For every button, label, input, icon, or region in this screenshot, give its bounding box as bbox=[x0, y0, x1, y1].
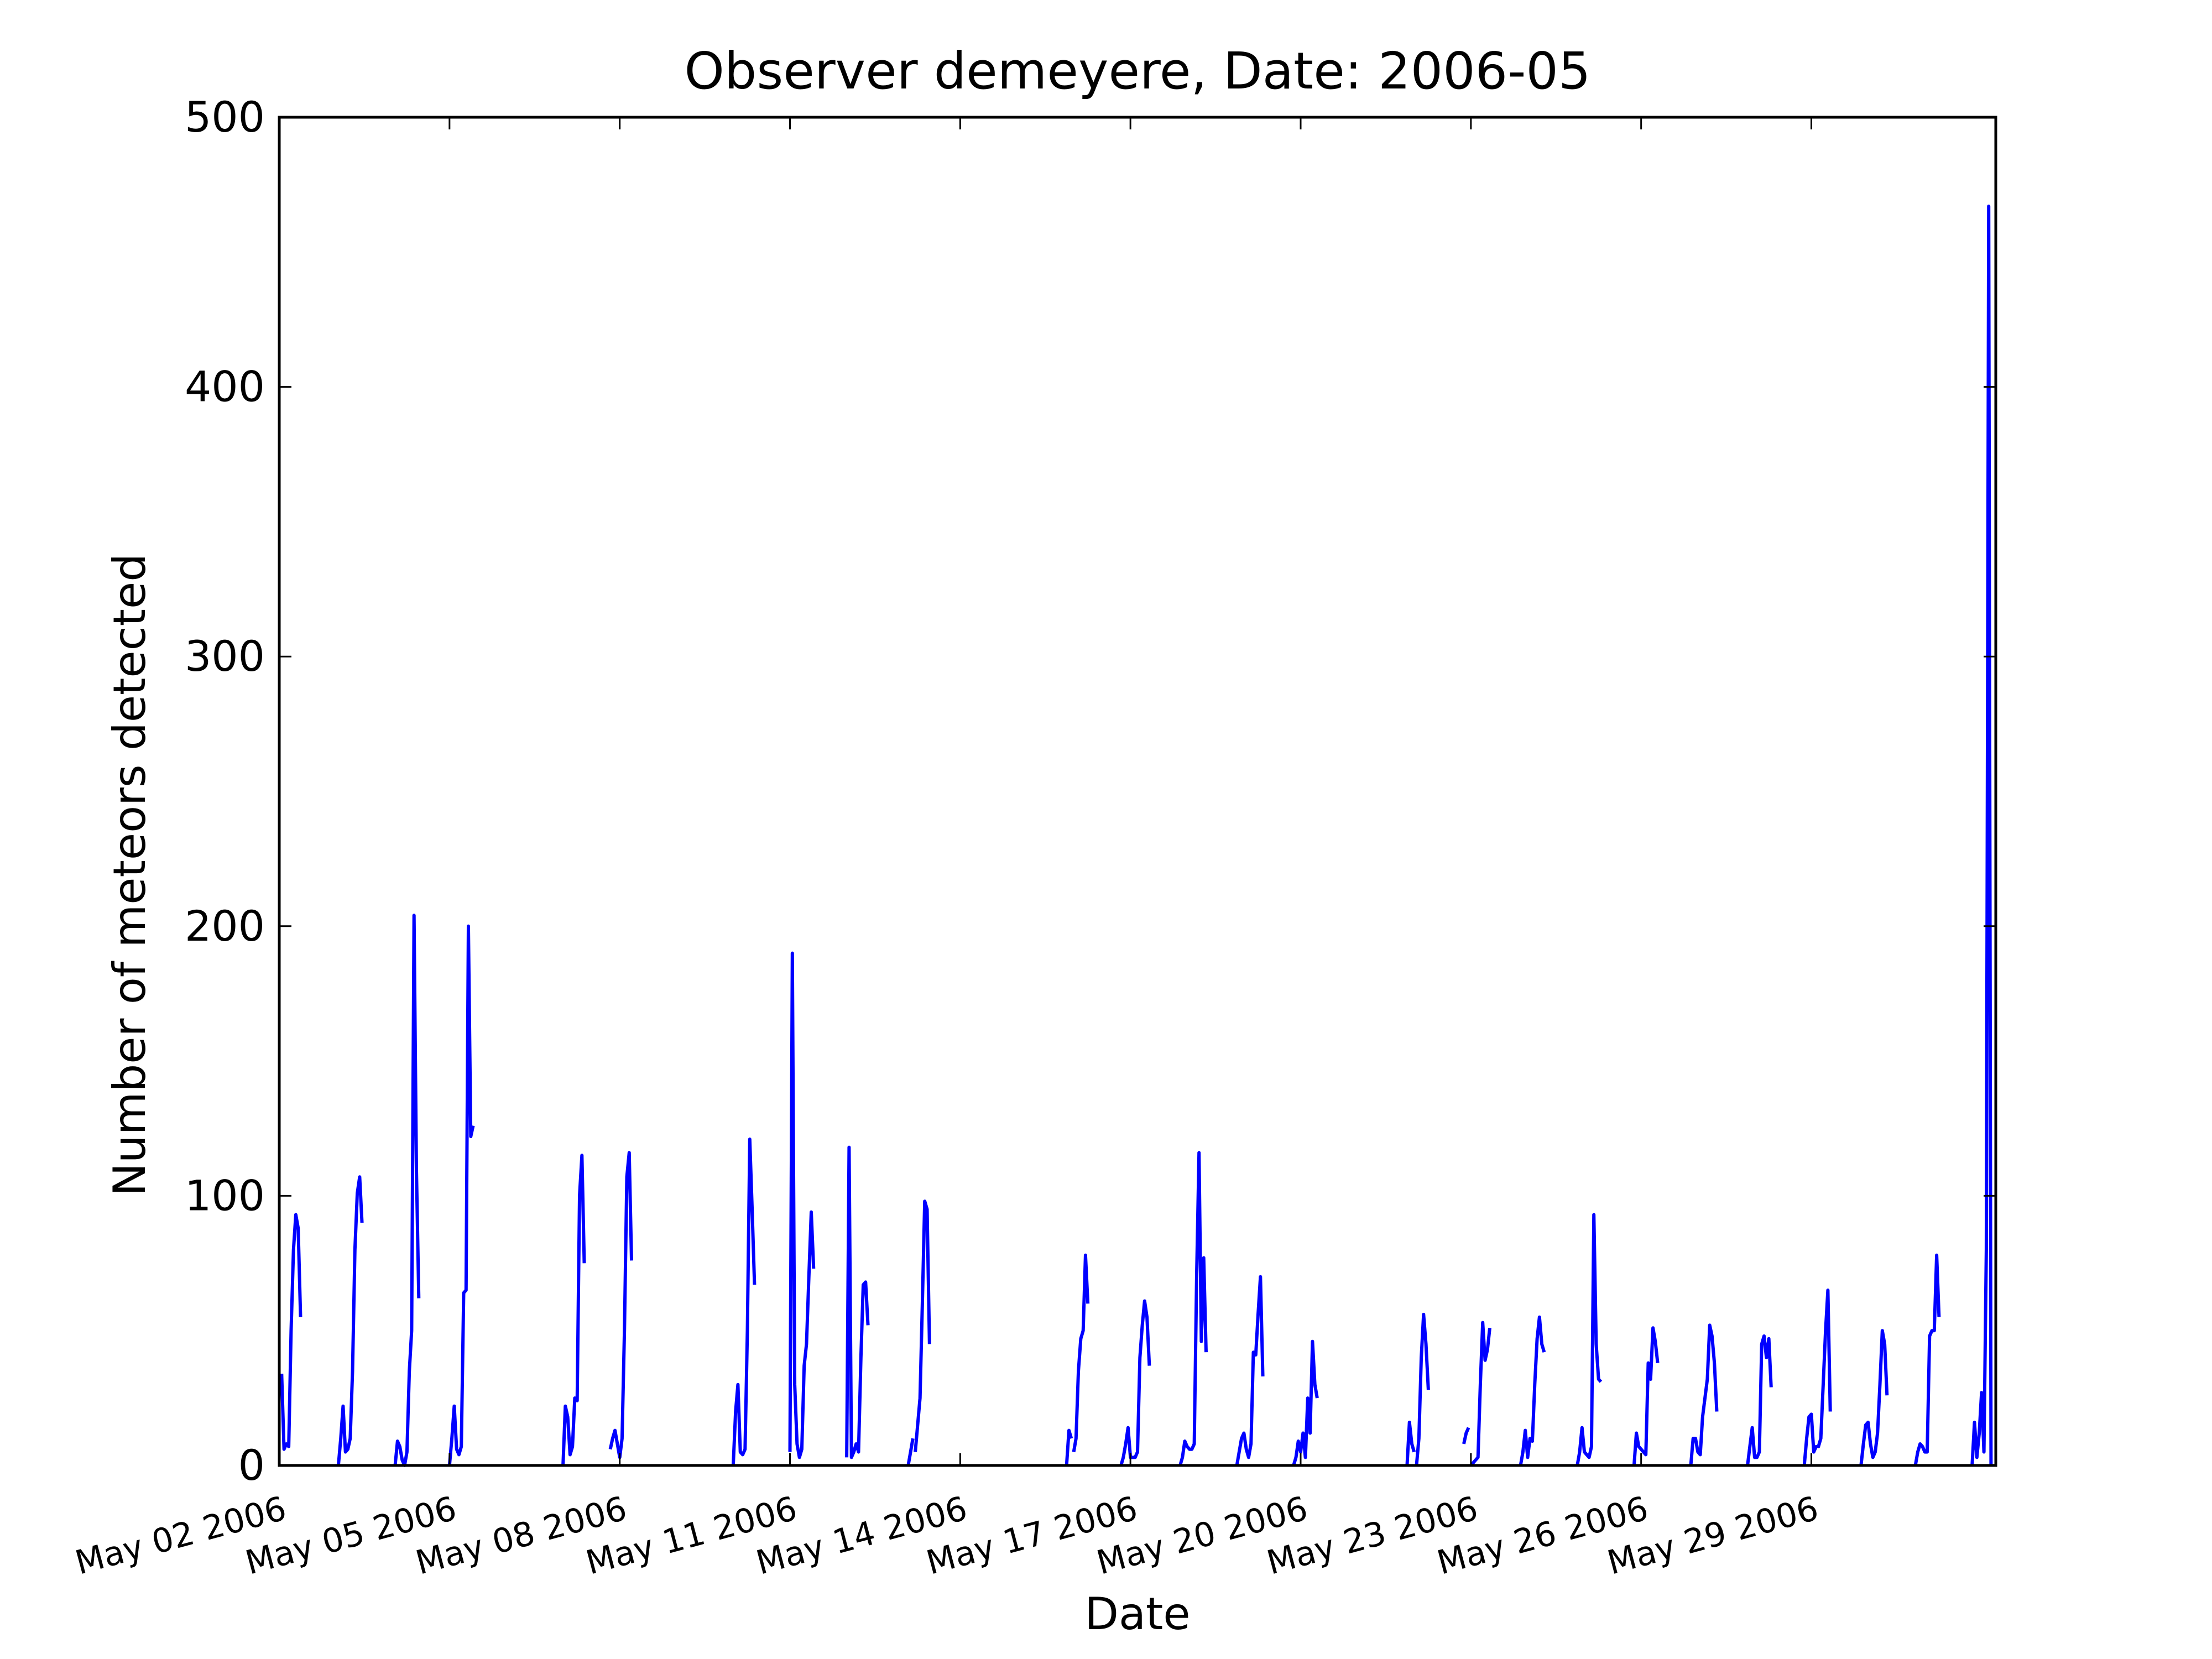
y-tick-label: 100 bbox=[185, 1171, 265, 1220]
y-tick-label: 500 bbox=[185, 92, 265, 142]
series-segment-16 bbox=[1235, 1275, 1265, 1466]
series-segment-25 bbox=[1689, 1323, 1719, 1466]
series-segment-10 bbox=[906, 1438, 915, 1466]
series-segment-22 bbox=[1519, 1315, 1546, 1466]
y-tick-label: 0 bbox=[238, 1441, 265, 1490]
series-segment-15 bbox=[1178, 1151, 1208, 1466]
series-segment-17 bbox=[1292, 1339, 1319, 1466]
series-segment-23 bbox=[1575, 1213, 1603, 1466]
series-segment-4 bbox=[447, 924, 475, 1466]
series-segment-18 bbox=[1405, 1421, 1416, 1466]
series-segment-7 bbox=[731, 1138, 757, 1466]
series-segment-30 bbox=[1970, 204, 1993, 1466]
series-segment-19 bbox=[1415, 1312, 1430, 1466]
series-segment-24 bbox=[1632, 1326, 1660, 1466]
series-segment-21 bbox=[1469, 1321, 1491, 1467]
series-segment-3 bbox=[393, 914, 421, 1467]
y-tick-label: 400 bbox=[185, 362, 265, 411]
series-segment-9 bbox=[845, 1145, 870, 1459]
series-segment-12 bbox=[1065, 1428, 1073, 1466]
series-segment-5 bbox=[561, 1154, 586, 1466]
y-axis-label: Number of meteors detected bbox=[104, 554, 155, 1196]
series-segment-13 bbox=[1072, 1253, 1090, 1453]
chart-title: Observer demeyere, Date: 2006-05 bbox=[685, 41, 1591, 101]
series-segment-1 bbox=[280, 1213, 302, 1451]
series-segment-29 bbox=[1913, 1253, 1941, 1466]
series-segment-26 bbox=[1746, 1334, 1773, 1466]
series-segment-8 bbox=[788, 951, 816, 1459]
plot-frame bbox=[278, 116, 1997, 1467]
x-axis-label: Date bbox=[1084, 1588, 1190, 1640]
series-segment-27 bbox=[1802, 1288, 1832, 1466]
series-segment-11 bbox=[914, 1199, 931, 1452]
series-segment-6 bbox=[608, 1151, 633, 1459]
series-segment-28 bbox=[1859, 1329, 1889, 1466]
series-segment-14 bbox=[1119, 1299, 1151, 1466]
y-tick-label: 300 bbox=[185, 632, 265, 681]
y-tick-label: 200 bbox=[185, 901, 265, 951]
series-segment-20 bbox=[1462, 1427, 1470, 1444]
series-layer bbox=[280, 204, 1993, 1467]
series-segment-2 bbox=[336, 1175, 364, 1466]
